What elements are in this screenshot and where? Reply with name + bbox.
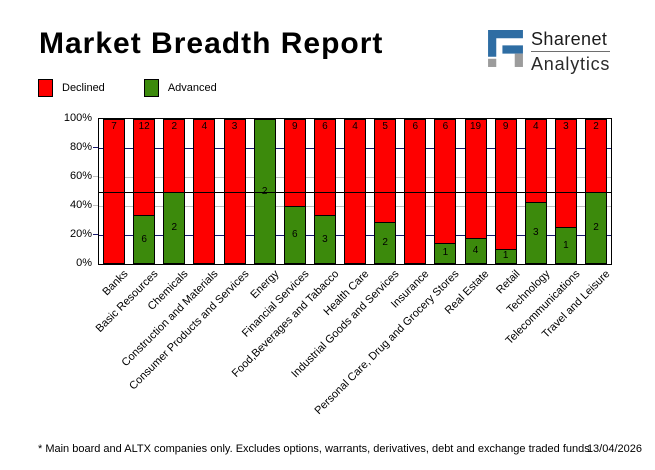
advanced-count-label: 1 [563, 239, 569, 251]
declined-color-swatch [38, 79, 53, 97]
declined-count-label: 2 [593, 121, 599, 132]
advanced-segment: 3 [314, 215, 335, 263]
advanced-segment: 2 [164, 191, 185, 263]
y-axis-label-0: 0% [76, 257, 92, 269]
y-axis-label-40: 40% [69, 199, 92, 211]
advanced-segment: 1 [435, 242, 456, 263]
declined-segment: 4 [525, 120, 546, 202]
sharenet-logo-icon [488, 30, 523, 67]
plot-area: 712622432966345266119491433122 [98, 118, 612, 265]
declined-segment: 2 [164, 120, 185, 192]
footnote: * Main board and ALTX companies only. Ex… [38, 443, 590, 455]
y-axis-label-80: 80% [69, 141, 92, 153]
declined-segment: 12 [134, 120, 155, 216]
advanced-segment: 6 [284, 205, 305, 263]
declined-count-label: 6 [412, 121, 419, 132]
declined-count-label: 4 [533, 121, 539, 132]
advanced-segment: 1 [495, 248, 516, 263]
advanced-count-label: 6 [292, 228, 298, 240]
advanced-segment: 1 [555, 227, 576, 263]
declined-segment: 3 [555, 120, 576, 228]
legend-label-advanced: Advanced [167, 82, 217, 94]
advanced-segment: 4 [465, 238, 486, 263]
legend-item-declined: Declined [38, 79, 105, 97]
legend-label-declined: Declined [62, 82, 105, 94]
advanced-color-swatch [143, 79, 159, 97]
gridline-50 [99, 191, 611, 193]
y-tickmark-20 [93, 234, 98, 235]
y-tickmark-40 [93, 205, 98, 206]
declined-count-label: 4 [201, 121, 208, 132]
advanced-count-label: 1 [442, 247, 449, 259]
declined-segment: 6 [314, 120, 335, 216]
declined-count-label: 12 [138, 121, 150, 132]
advanced-segment: 6 [134, 215, 155, 263]
advanced-segment: 2 [375, 222, 396, 263]
declined-segment: 19 [465, 120, 486, 239]
logo-text: Sharenet Analytics [531, 29, 611, 74]
declined-count-label: 9 [502, 121, 509, 132]
declined-count-label: 5 [382, 121, 388, 132]
advanced-count-label: 2 [593, 221, 599, 233]
declined-count-label: 6 [442, 121, 449, 132]
declined-count-label: 7 [111, 121, 117, 132]
logo-brand-sub: Analytics [531, 54, 611, 74]
y-axis-label-20: 20% [69, 228, 92, 240]
y-tickmark-60 [93, 176, 98, 177]
declined-count-label: 2 [171, 121, 178, 132]
sharenet-logo: Sharenet Analytics [487, 29, 611, 74]
declined-segment: 9 [284, 120, 305, 206]
declined-segment: 6 [435, 120, 456, 243]
advanced-count-label: 2 [382, 237, 388, 249]
declined-count-label: 3 [563, 121, 569, 132]
advanced-segment: 2 [586, 191, 607, 263]
declined-count-label: 9 [292, 121, 298, 132]
legend-item-advanced: Advanced [143, 79, 217, 97]
declined-count-label: 6 [322, 121, 328, 132]
report-date: 13/04/2026 [586, 443, 642, 455]
y-tickmark-80 [93, 147, 98, 148]
declined-segment: 5 [375, 120, 396, 223]
advanced-count-label: 3 [533, 226, 539, 238]
y-axis-label-60: 60% [69, 170, 92, 182]
advanced-segment: 3 [525, 201, 546, 263]
advanced-count-label: 2 [255, 186, 275, 197]
declined-count-label: 3 [231, 121, 238, 132]
advanced-count-label: 6 [141, 233, 147, 245]
advanced-count-label: 1 [502, 250, 509, 262]
declined-count-label: 4 [352, 121, 358, 132]
page-title: Market Breadth Report [39, 27, 384, 60]
y-axis-label-100: 100% [63, 112, 92, 124]
declined-segment: 9 [495, 120, 516, 249]
declined-count-label: 19 [470, 121, 482, 132]
chart-legend: Declined Advanced [38, 79, 256, 97]
logo-brand-name: Sharenet [531, 29, 608, 49]
advanced-count-label: 4 [472, 245, 479, 257]
advanced-count-label: 2 [171, 221, 178, 233]
declined-segment: 2 [586, 120, 607, 192]
advanced-count-label: 3 [322, 233, 328, 245]
logo-divider [531, 51, 611, 52]
